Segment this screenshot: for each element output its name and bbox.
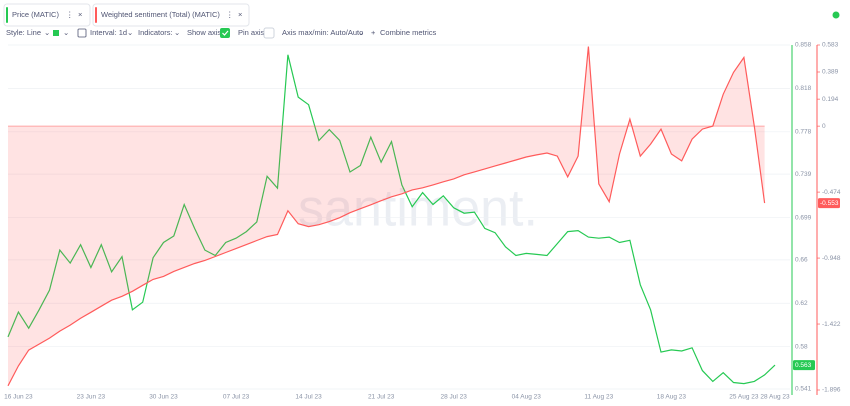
indicators-select[interactable]: Indicators: [138,28,173,37]
y-tick-label: 0.62 [795,300,808,307]
pin-axis-label: Pin axis [238,28,265,37]
y2-tick-label: -0.948 [822,255,841,262]
last-value-badge [793,360,815,371]
axis-minmax-select[interactable]: Axis max/min: Auto/Auto [282,28,363,37]
x-tick-label: 11 Aug 23 [584,394,613,401]
tab-menu[interactable]: ⋮ [226,10,234,19]
last-value-label: -0.553 [820,200,839,207]
metric-tab[interactable] [3,3,91,27]
chevron: ⌄ [63,28,69,37]
x-tick-label: 18 Aug 23 [657,394,687,401]
x-tick-label: 07 Jul 23 [223,394,250,401]
interval-select[interactable]: Interval: 1d [90,28,127,37]
series-line [7,46,766,387]
y2-tick-label: -1.422 [822,321,841,328]
y-tick-label: 0.739 [795,171,812,178]
metric-tab[interactable] [92,3,250,27]
x-tick-label: 21 Jul 23 [368,394,395,401]
x-tick-label: 30 Jun 23 [149,394,178,401]
tab-color [95,7,97,23]
show-axis-label: Show axis [187,28,221,37]
tab-menu[interactable]: ⋮ [66,10,74,19]
x-tick-label: 16 Jun 23 [4,394,33,401]
plus-icon: + [371,28,376,37]
show-axis-checkbox[interactable] [220,28,230,38]
y2-tick-label: 0.583 [822,42,839,49]
tab-label: Price (MATIC) [12,10,59,19]
chevron: ⌄ [127,28,133,37]
tab-color [6,7,8,23]
tab-close[interactable]: × [238,10,242,19]
combine-metrics[interactable]: Combine metrics [380,28,437,37]
color-picker[interactable] [53,30,59,36]
chevron: ⌄ [44,28,50,37]
calendar-icon [77,28,87,38]
y-tick-label: 0.699 [795,214,812,221]
sentiment-area [8,46,765,386]
y2-tick-label: 0 [822,123,826,130]
x-tick-label: 04 Aug 23 [512,394,542,401]
pin-axis-checkbox[interactable] [263,27,275,39]
last-value-badge [818,198,840,209]
chevron: ⌄ [358,28,364,37]
chevron: ⌄ [174,28,180,37]
x-tick-label: 28 Aug 23 [760,394,790,401]
x-tick-label: 23 Jun 23 [77,394,106,401]
y-tick-label: 0.778 [795,129,812,136]
y-tick-label: 0.818 [795,85,812,92]
tab-label: Weighted sentiment (Total) (MATIC) [101,10,220,19]
x-tick-label: 25 Aug 23 [729,394,759,401]
x-tick-label: 14 Jul 23 [295,394,322,401]
y-tick-label: 0.541 [795,386,812,393]
x-tick-label: 28 Jul 23 [440,394,467,401]
plot-area: santiment. 0.858 0.818 0.778 0.739 0.699 0.66 0… [4,42,841,401]
style-select[interactable]: Style: Line [6,28,41,37]
y2-tick-label: 0.389 [822,69,839,76]
status-dot [832,11,840,19]
y2-tick-label: -1.896 [822,387,841,394]
y2-tick-label: -0.474 [822,189,841,196]
tab-close[interactable]: × [78,10,82,19]
last-value-label: 0.563 [795,362,812,369]
series-line [7,54,776,385]
check-mark [222,30,229,36]
watermark: santiment. [298,180,538,238]
y-tick-label: 0.858 [795,42,812,49]
y2-tick-label: 0.194 [822,96,839,103]
y-tick-label: 0.66 [795,257,808,264]
y-tick-label: 0.58 [795,343,808,350]
